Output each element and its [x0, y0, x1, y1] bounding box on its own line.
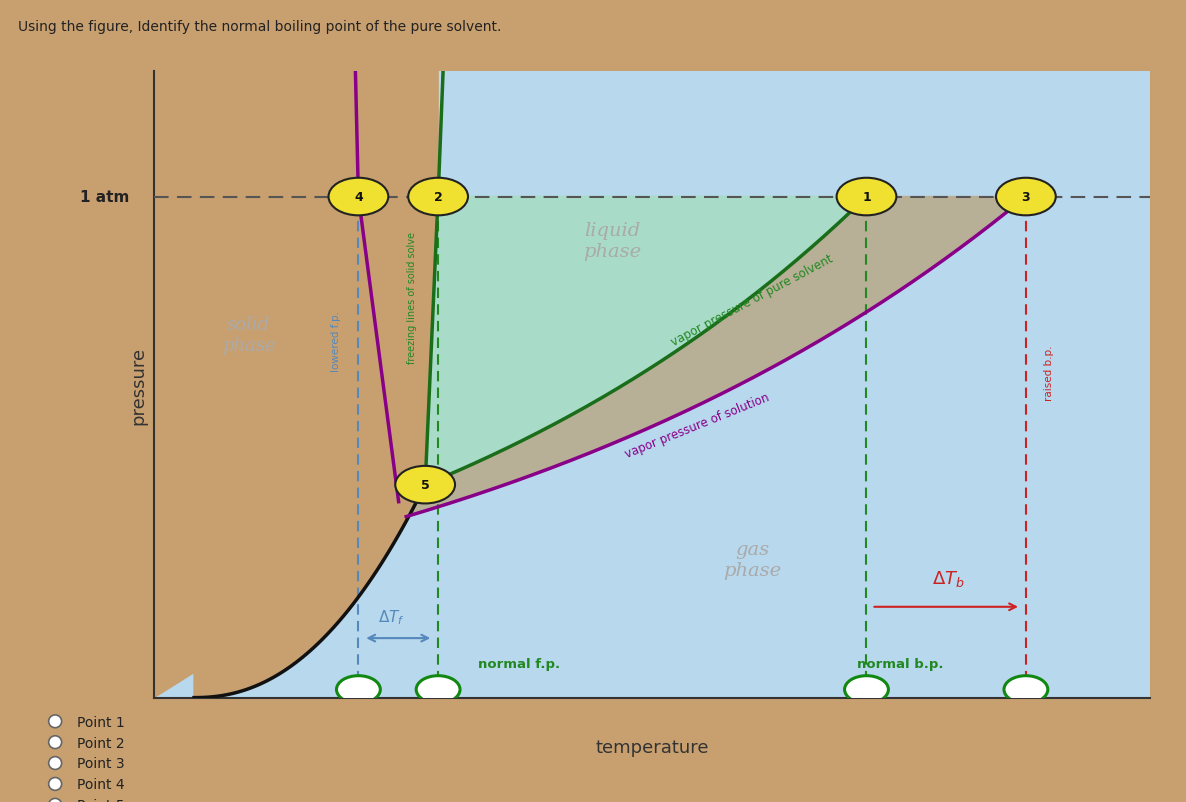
Text: 5: 5 [421, 479, 429, 492]
Text: $\Delta T_f$: $\Delta T_f$ [378, 607, 404, 626]
Text: Point 2: Point 2 [77, 735, 125, 750]
Text: Point 5: Point 5 [77, 798, 125, 802]
Text: 4: 4 [355, 191, 363, 204]
Y-axis label: pressure: pressure [129, 346, 147, 424]
Circle shape [49, 778, 62, 790]
Circle shape [49, 799, 62, 802]
Text: liquid
phase: liquid phase [584, 221, 642, 261]
Text: Point 3: Point 3 [77, 756, 125, 771]
Polygon shape [406, 197, 1026, 517]
Polygon shape [425, 197, 867, 485]
Circle shape [329, 179, 388, 216]
Text: 3: 3 [1021, 191, 1031, 204]
Text: temperature: temperature [595, 739, 709, 756]
Circle shape [49, 715, 62, 727]
Text: $\Delta T_b$: $\Delta T_b$ [932, 569, 964, 589]
Polygon shape [425, 197, 867, 485]
Text: lowered f.p.: lowered f.p. [332, 310, 342, 371]
Circle shape [337, 676, 381, 703]
Text: 1: 1 [862, 191, 871, 204]
Circle shape [408, 179, 468, 216]
Text: 2: 2 [434, 191, 442, 204]
Circle shape [416, 676, 460, 703]
Circle shape [844, 676, 888, 703]
Text: vapor pressure of pure solvent: vapor pressure of pure solvent [669, 252, 835, 349]
Polygon shape [154, 72, 438, 698]
Circle shape [49, 736, 62, 748]
Text: normal f.p.: normal f.p. [478, 657, 560, 670]
Text: normal b.p.: normal b.p. [856, 657, 943, 670]
Text: solid
phase: solid phase [222, 315, 275, 354]
Text: gas
phase: gas phase [722, 541, 782, 580]
Text: vapor pressure of solution: vapor pressure of solution [623, 391, 771, 460]
Circle shape [395, 466, 455, 504]
Text: 1 atm: 1 atm [79, 190, 129, 205]
Text: Point 4: Point 4 [77, 777, 125, 792]
Text: raised b.p.: raised b.p. [1044, 345, 1054, 400]
Circle shape [49, 757, 62, 769]
Circle shape [996, 179, 1056, 216]
Circle shape [1005, 676, 1047, 703]
Text: Point 1: Point 1 [77, 715, 125, 729]
Circle shape [836, 179, 897, 216]
Text: Using the figure, Identify the normal boiling point of the pure solvent.: Using the figure, Identify the normal bo… [18, 20, 502, 34]
Text: freezing lines of solid solve: freezing lines of solid solve [407, 232, 417, 363]
